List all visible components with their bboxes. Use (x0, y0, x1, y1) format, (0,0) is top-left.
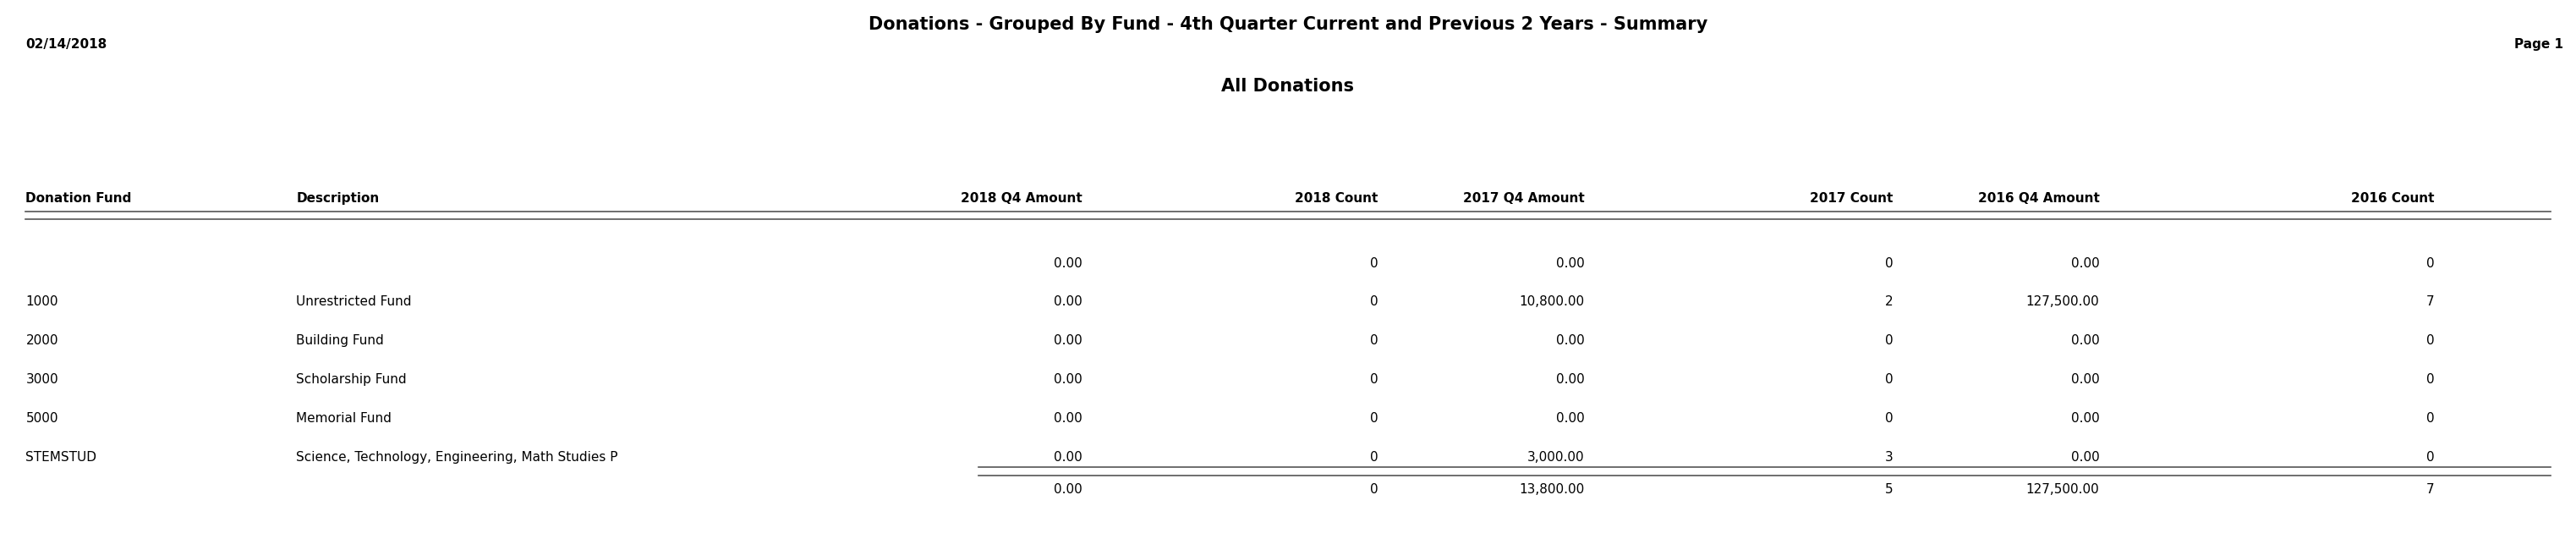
Text: 0.00: 0.00 (2071, 412, 2099, 425)
Text: 5000: 5000 (26, 412, 59, 425)
Text: 0: 0 (2427, 257, 2434, 270)
Text: 0: 0 (1370, 451, 1378, 464)
Text: Page 1: Page 1 (2514, 38, 2563, 51)
Text: 0.00: 0.00 (1556, 257, 1584, 270)
Text: Donation Fund: Donation Fund (26, 192, 131, 205)
Text: 0.00: 0.00 (1054, 412, 1082, 425)
Text: 0.00: 0.00 (1556, 412, 1584, 425)
Text: 0.00: 0.00 (2071, 373, 2099, 386)
Text: 0: 0 (1886, 373, 1893, 386)
Text: 02/14/2018: 02/14/2018 (26, 38, 108, 51)
Text: 0.00: 0.00 (1054, 451, 1082, 464)
Text: 2016 Count: 2016 Count (2352, 192, 2434, 205)
Text: Donations - Grouped By Fund - 4th Quarter Current and Previous 2 Years - Summary: Donations - Grouped By Fund - 4th Quarte… (868, 16, 1708, 33)
Text: 0: 0 (1370, 412, 1378, 425)
Text: 0: 0 (1886, 334, 1893, 347)
Text: 1000: 1000 (26, 295, 59, 308)
Text: 2: 2 (1886, 295, 1893, 308)
Text: 0: 0 (2427, 373, 2434, 386)
Text: 0.00: 0.00 (1556, 334, 1584, 347)
Text: 13,800.00: 13,800.00 (1520, 483, 1584, 496)
Text: 7: 7 (2427, 483, 2434, 496)
Text: 0: 0 (2427, 412, 2434, 425)
Text: 0.00: 0.00 (2071, 334, 2099, 347)
Text: 2016 Q4 Amount: 2016 Q4 Amount (1978, 192, 2099, 205)
Text: 0.00: 0.00 (1054, 373, 1082, 386)
Text: 0: 0 (2427, 334, 2434, 347)
Text: 0: 0 (1370, 483, 1378, 496)
Text: 0: 0 (2427, 451, 2434, 464)
Text: 7: 7 (2427, 295, 2434, 308)
Text: 2017 Count: 2017 Count (1811, 192, 1893, 205)
Text: 2018 Count: 2018 Count (1296, 192, 1378, 205)
Text: Memorial Fund: Memorial Fund (296, 412, 392, 425)
Text: Description: Description (296, 192, 379, 205)
Text: STEMSTUD: STEMSTUD (26, 451, 98, 464)
Text: 2017 Q4 Amount: 2017 Q4 Amount (1463, 192, 1584, 205)
Text: 5: 5 (1886, 483, 1893, 496)
Text: 0.00: 0.00 (1054, 334, 1082, 347)
Text: All Donations: All Donations (1221, 78, 1355, 95)
Text: 0: 0 (1886, 257, 1893, 270)
Text: 0: 0 (1370, 373, 1378, 386)
Text: 127,500.00: 127,500.00 (2027, 295, 2099, 308)
Text: 3000: 3000 (26, 373, 59, 386)
Text: Unrestricted Fund: Unrestricted Fund (296, 295, 412, 308)
Text: 0: 0 (1370, 257, 1378, 270)
Text: 2018 Q4 Amount: 2018 Q4 Amount (961, 192, 1082, 205)
Text: 0: 0 (1370, 334, 1378, 347)
Text: 10,800.00: 10,800.00 (1520, 295, 1584, 308)
Text: 0.00: 0.00 (1054, 483, 1082, 496)
Text: 127,500.00: 127,500.00 (2027, 483, 2099, 496)
Text: 0.00: 0.00 (2071, 257, 2099, 270)
Text: 0: 0 (1886, 412, 1893, 425)
Text: Building Fund: Building Fund (296, 334, 384, 347)
Text: 3: 3 (1886, 451, 1893, 464)
Text: 0.00: 0.00 (1054, 295, 1082, 308)
Text: 3,000.00: 3,000.00 (1528, 451, 1584, 464)
Text: 2000: 2000 (26, 334, 59, 347)
Text: Scholarship Fund: Scholarship Fund (296, 373, 407, 386)
Text: 0.00: 0.00 (1054, 257, 1082, 270)
Text: Science, Technology, Engineering, Math Studies P: Science, Technology, Engineering, Math S… (296, 451, 618, 464)
Text: 0.00: 0.00 (1556, 373, 1584, 386)
Text: 0: 0 (1370, 295, 1378, 308)
Text: 0.00: 0.00 (2071, 451, 2099, 464)
